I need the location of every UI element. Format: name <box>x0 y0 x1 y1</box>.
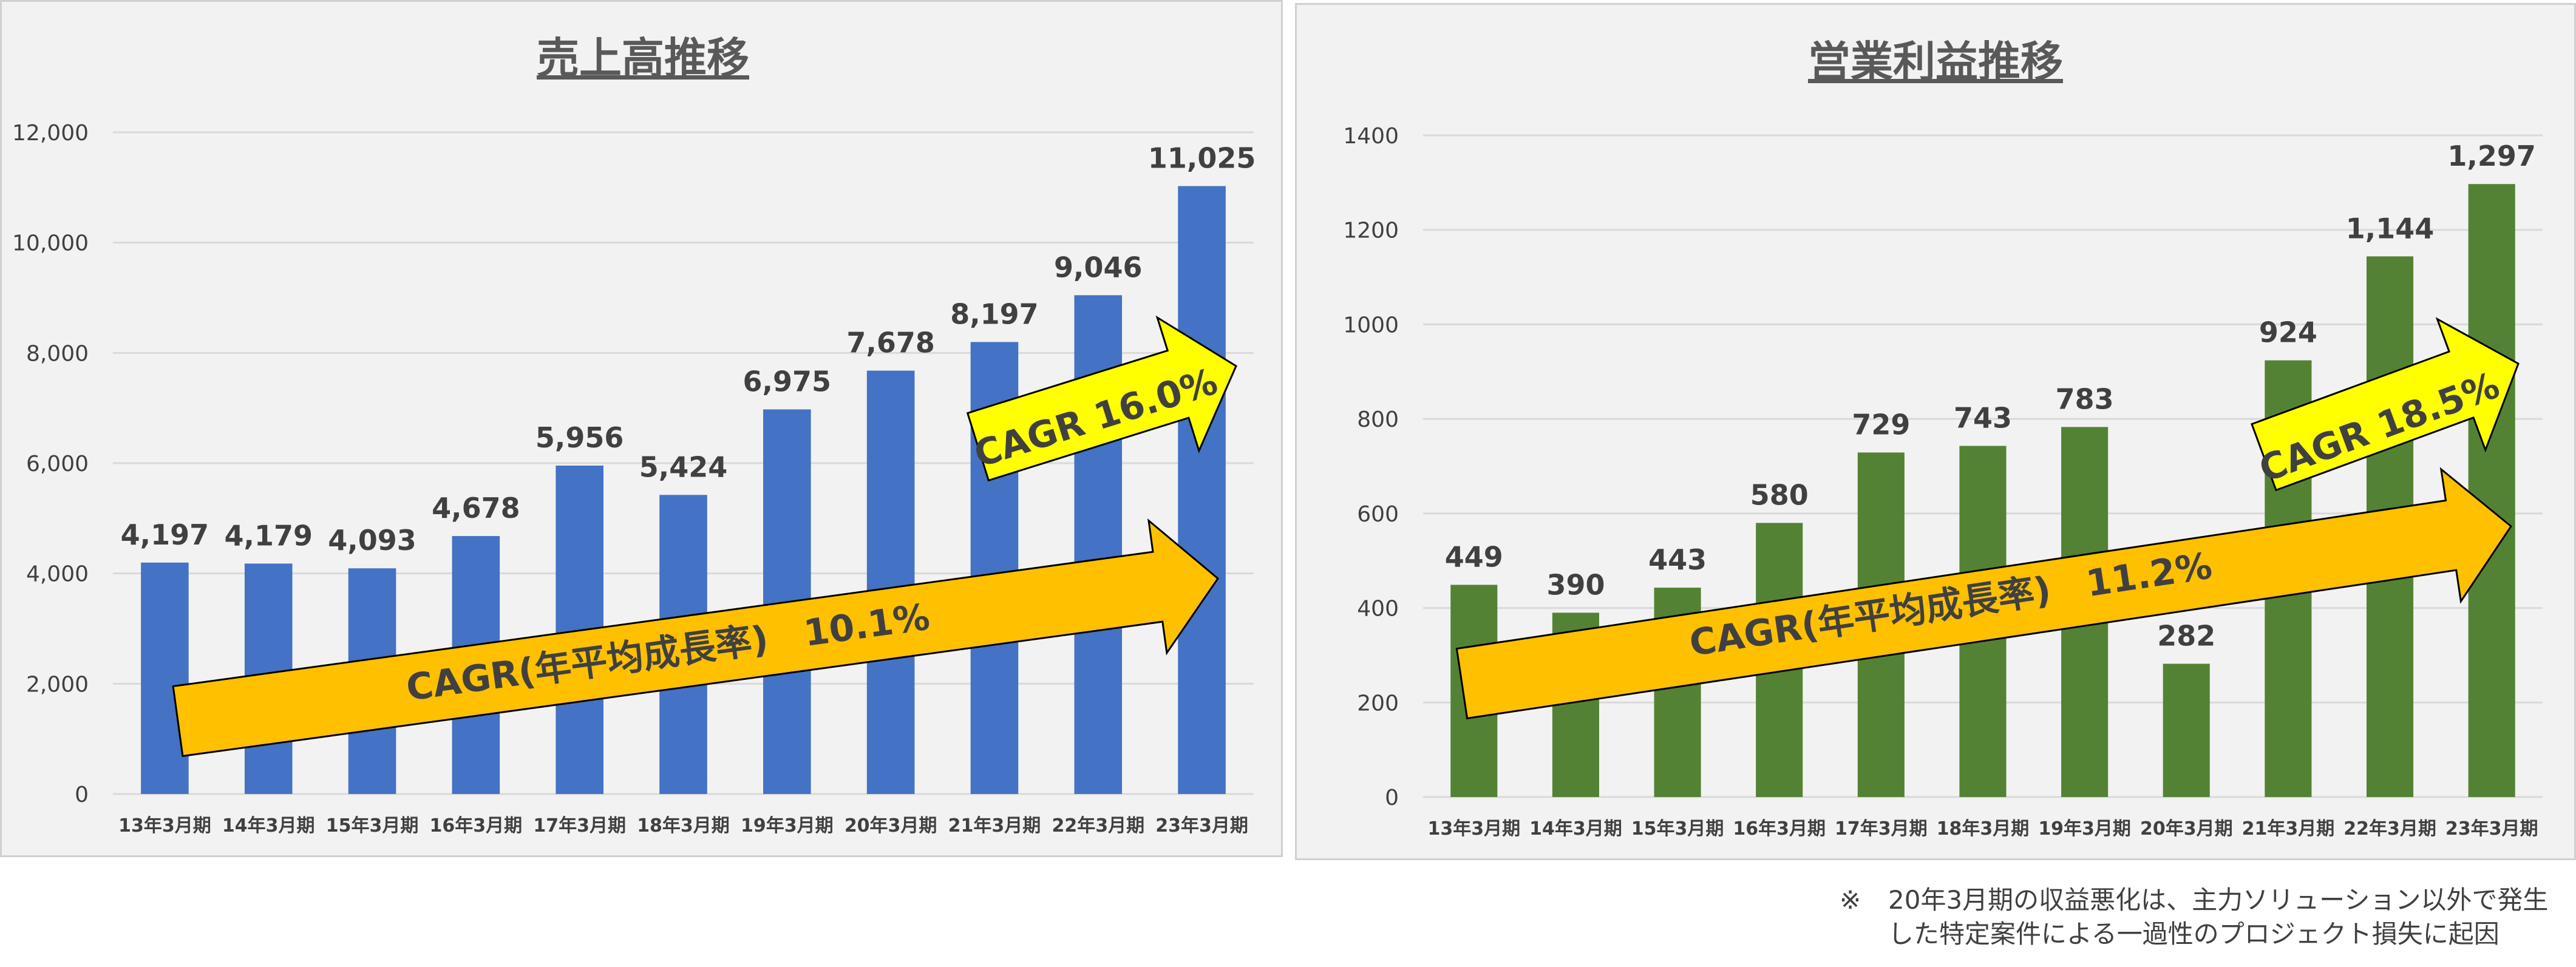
data-label: 4,093 <box>328 524 416 557</box>
x-tick-label: 21年3月期 <box>948 815 1041 836</box>
x-tick-label: 19年3月期 <box>741 815 834 836</box>
x-tick-label: 15年3月期 <box>1631 818 1724 840</box>
y-tick-label: 2,000 <box>26 672 89 697</box>
y-tick-label: 1400 <box>1343 124 1399 149</box>
y-tick-label: 1200 <box>1343 219 1399 243</box>
y-tick-label: 0 <box>75 782 89 807</box>
x-tick-label: 18年3月期 <box>1937 818 2030 840</box>
x-tick-label: 14年3月期 <box>222 815 315 836</box>
footnote-line-1: 20年3月期の収益悪化は、主力ソリューション以外で発生 <box>1888 885 2549 915</box>
data-label: 783 <box>2056 382 2114 415</box>
cagr-long-arrow <box>172 518 1220 758</box>
x-tick-label: 13年3月期 <box>118 815 211 836</box>
footnote: ※ 20年3月期の収益悪化は、主力ソリューション以外で発生 した特定案件による一過… <box>1840 883 2548 951</box>
bar <box>2163 663 2210 797</box>
data-label: 5,956 <box>535 421 624 454</box>
x-tick-label: 13年3月期 <box>1428 818 1521 840</box>
y-tick-label: 400 <box>1357 597 1399 622</box>
data-label: 9,046 <box>1054 251 1143 283</box>
data-label: 1,144 <box>2346 212 2435 245</box>
cagr-short-arrow <box>966 315 1237 482</box>
data-label: 11,025 <box>1148 142 1256 175</box>
data-label: 7,678 <box>846 327 935 359</box>
y-tick-label: 1000 <box>1343 313 1399 338</box>
data-label: 580 <box>1750 478 1809 511</box>
data-label: 6,975 <box>743 365 832 398</box>
y-tick-label: 4,000 <box>26 562 89 587</box>
x-tick-label: 19年3月期 <box>2038 818 2131 840</box>
data-label: 729 <box>1852 408 1910 441</box>
x-tick-label: 14年3月期 <box>1529 818 1622 840</box>
cagr-long-arrow <box>1455 467 2513 720</box>
data-label: 4,197 <box>121 518 209 551</box>
y-tick-label: 200 <box>1357 691 1399 716</box>
data-label: 1,297 <box>2447 140 2536 172</box>
operating-profit-chart-panel: 営業利益推移 0 200 400 600 800 1000 1200 1400 449 13年3月期… <box>1295 3 2576 860</box>
x-tick-label: 23年3月期 <box>1155 815 1248 836</box>
y-tick-label: 6,000 <box>26 452 89 477</box>
x-tick-label: 22年3月期 <box>1052 815 1144 836</box>
bar <box>141 562 189 794</box>
footnote-mark: ※ <box>1840 885 1861 915</box>
data-label: 4,179 <box>224 519 313 552</box>
y-tick-label: 10,000 <box>12 231 89 256</box>
data-label: 743 <box>1954 402 2012 435</box>
operating-profit-chart: 営業利益推移 0 200 400 600 800 1000 1200 1400 449 13年3月期… <box>1343 37 2543 840</box>
x-tick-label: 22年3月期 <box>2343 818 2436 840</box>
chart-title: 営業利益推移 <box>1808 37 2063 87</box>
x-tick-label: 23年3月期 <box>2445 818 2538 840</box>
y-tick-label: 0 <box>1385 785 1399 810</box>
x-tick-label: 17年3月期 <box>1835 818 1928 840</box>
bar <box>866 370 915 794</box>
data-label: 5,424 <box>639 450 728 483</box>
cagr-short-arrow <box>2251 317 2520 492</box>
y-tick-label: 12,000 <box>12 121 89 146</box>
sales-chart: 売上高推移 0 2,000 4,000 6,000 8,000 10,000 12,000 4,… <box>12 33 1256 836</box>
data-label: 449 <box>1445 540 1503 573</box>
x-tick-label: 18年3月期 <box>637 815 730 836</box>
data-label: 390 <box>1546 568 1605 601</box>
bar <box>1178 186 1226 794</box>
x-tick-label: 21年3月期 <box>2242 818 2335 840</box>
bar <box>2468 184 2515 797</box>
x-tick-label: 16年3月期 <box>430 815 523 836</box>
x-tick-label: 20年3月期 <box>845 815 937 836</box>
footnote-line-2: した特定案件による一過性のプロジェクト損失に起因 <box>1888 919 2500 949</box>
chart-title: 売上高推移 <box>537 33 749 83</box>
data-label: 8,197 <box>950 297 1039 330</box>
x-tick-label: 20年3月期 <box>2140 818 2233 840</box>
data-label: 443 <box>1648 543 1707 576</box>
data-label: 4,678 <box>432 492 520 524</box>
x-tick-label: 16年3月期 <box>1733 818 1826 840</box>
x-tick-label: 17年3月期 <box>533 815 626 836</box>
x-tick-label: 15年3月期 <box>326 815 419 836</box>
sales-chart-panel: 売上高推移 0 2,000 4,000 6,000 8,000 10,000 12,000 4,… <box>0 0 1283 857</box>
data-label: 924 <box>2259 316 2317 349</box>
y-tick-label: 800 <box>1357 407 1399 432</box>
data-label: 282 <box>2157 619 2215 652</box>
y-tick-label: 8,000 <box>26 341 89 366</box>
y-tick-label: 600 <box>1357 502 1399 527</box>
